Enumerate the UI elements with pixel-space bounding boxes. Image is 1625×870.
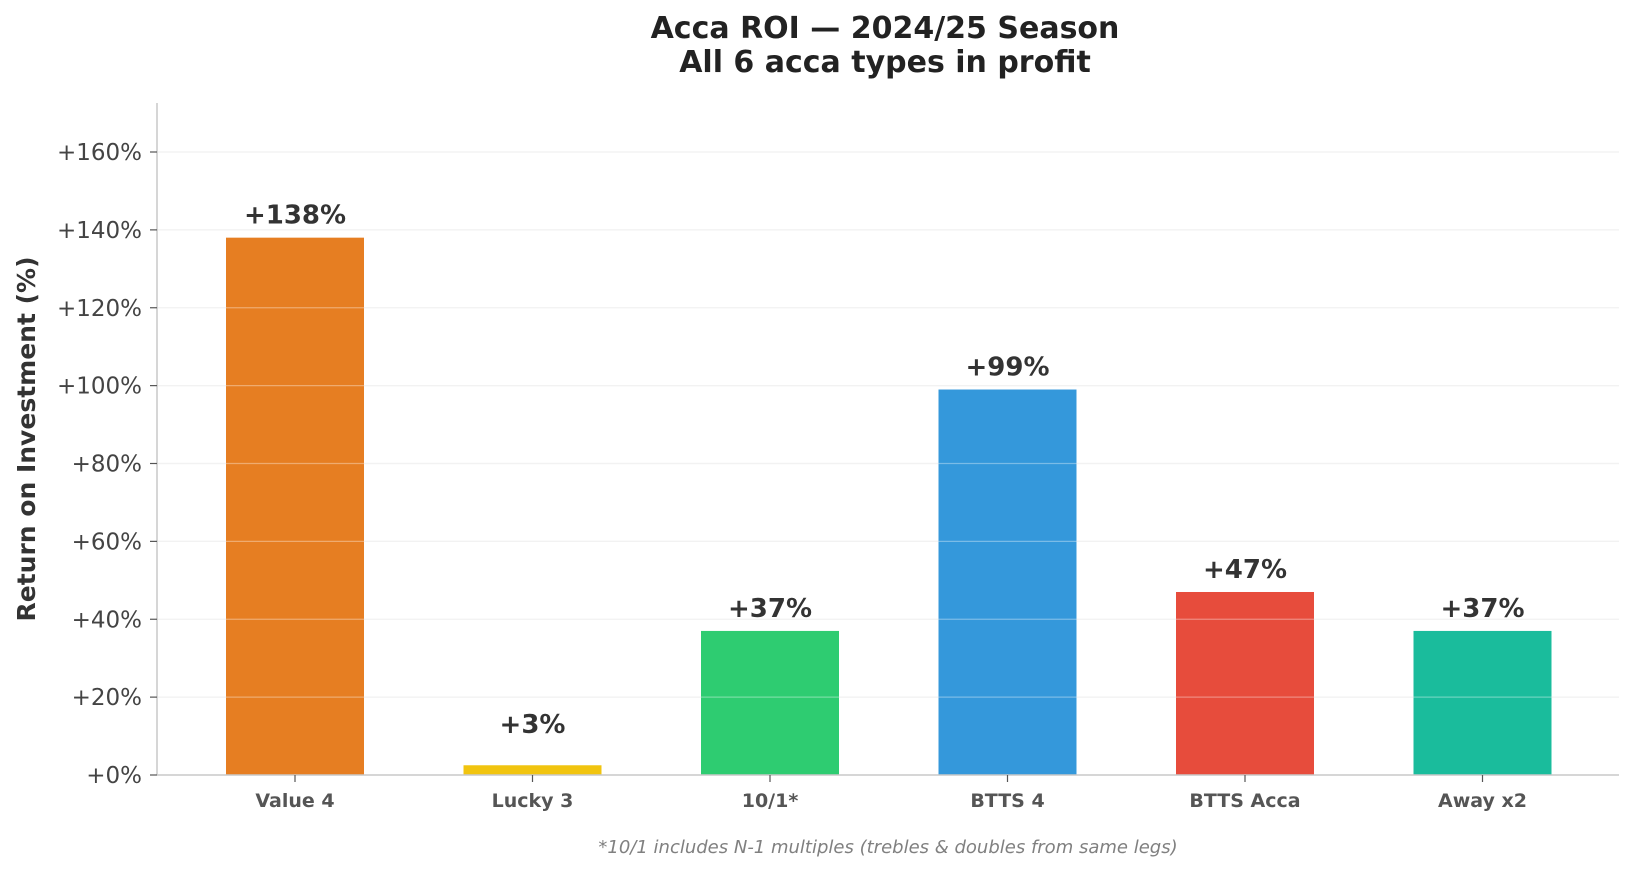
x-tick-label: BTTS Acca (1189, 790, 1300, 812)
axes (156, 103, 1619, 776)
x-tick-label: Away x2 (1438, 790, 1527, 812)
y-tick-label: +140% (57, 218, 142, 244)
gridlines (157, 151, 1619, 698)
data-label: +99% (965, 353, 1049, 383)
chart-title-line-1: Acca ROI — 2024/25 Season (651, 11, 1120, 46)
bar-1 (463, 765, 602, 775)
x-tick-label: 10/1* (742, 790, 799, 812)
x-tick-label: BTTS 4 (970, 790, 1044, 812)
y-tick-label: +80% (72, 452, 142, 478)
data-label: +138% (244, 201, 346, 231)
bars (226, 237, 1552, 776)
bar-0 (226, 237, 364, 776)
y-tick-label: +60% (72, 529, 142, 555)
y-tick-label: +20% (72, 685, 142, 711)
bar-5 (1413, 630, 1552, 775)
data-label: +3% (500, 710, 566, 740)
x-ticks: Value 4 Lucky 3 10/1* BTTS 4 BTTS Acca Away x… (255, 775, 1527, 812)
y-axis-label: Return on Investment (%) (12, 256, 41, 621)
y-ticks: +0% +20% +40% +60% +80% +100% +120% +140% +160% (57, 140, 157, 789)
data-label: +47% (1203, 555, 1287, 585)
y-tick-label: +100% (57, 374, 142, 400)
chart-title-line-2: All 6 acca types in profit (679, 45, 1091, 80)
y-tick-label: +120% (57, 296, 142, 322)
footnote: *10/1 includes N-1 multiples (trebles & … (598, 837, 1177, 858)
data-label: +37% (728, 594, 812, 624)
x-tick-label: Value 4 (255, 790, 334, 812)
data-labels: +138% +3% +37% +99% +47% +37% (244, 201, 1525, 740)
gridlines-over-bars (157, 151, 1619, 698)
bar-3 (938, 389, 1077, 775)
y-tick-label: +160% (57, 140, 142, 166)
data-label: +37% (1440, 594, 1524, 624)
y-tick-label: +0% (86, 763, 142, 789)
y-tick-label: +40% (72, 607, 142, 633)
x-tick-label: Lucky 3 (492, 790, 574, 812)
bar-4 (1176, 591, 1314, 775)
bar-2 (701, 630, 839, 775)
